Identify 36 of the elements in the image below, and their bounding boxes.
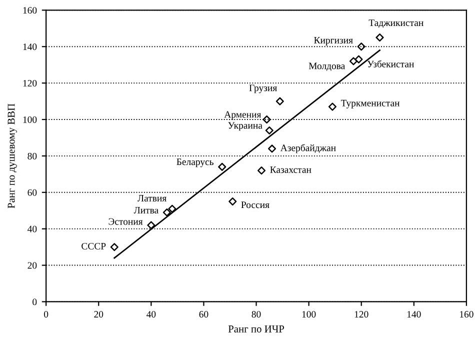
annotation: Таджикистан <box>368 20 424 28</box>
y-tick-label: 60 <box>28 189 37 196</box>
x-tick-label: 20 <box>94 311 104 318</box>
annotation: Казахстан <box>270 166 312 173</box>
annotation: Киргизия <box>314 37 353 46</box>
y-tick-label: 160 <box>23 7 37 14</box>
x-tick-label: 140 <box>407 311 421 318</box>
annotation: Узбекистан <box>367 60 414 68</box>
x-tick-label: 60 <box>199 311 208 318</box>
annotation: Туркменистан <box>340 100 400 108</box>
annotation: Латвия <box>138 195 166 202</box>
annotation: Эстония <box>108 218 143 225</box>
x-tick-label: 100 <box>302 311 316 318</box>
x-tick-label: 80 <box>252 311 261 318</box>
y-tick-label: 20 <box>28 262 37 269</box>
annotation: Украина <box>228 122 262 131</box>
annotation: Россия <box>241 202 270 208</box>
y-tick-label: 100 <box>23 116 37 123</box>
y-tick-label: 40 <box>28 226 37 232</box>
y-tick-label: 0 <box>32 298 37 306</box>
x-tick-label: 40 <box>146 311 156 318</box>
annotation: Азербайджан <box>280 144 336 154</box>
x-tick-label: 120 <box>354 311 368 318</box>
y-tick-label: 120 <box>23 80 37 87</box>
y-axis-title: Ранг по душевому ВВП <box>8 104 17 208</box>
annotation: Грузия <box>249 84 277 94</box>
y-tick-label: 140 <box>23 44 37 50</box>
x-axis-title: Ранг по ИЧР <box>228 326 284 332</box>
annotation: Литва <box>134 207 158 214</box>
x-tick-label: 0 <box>44 311 48 318</box>
annotation: Беларусь <box>176 158 214 168</box>
annotation: СССР <box>82 242 106 250</box>
annotation: Армения <box>224 111 262 120</box>
x-tick-label: 160 <box>460 311 474 318</box>
y-tick-label: 80 <box>28 152 37 160</box>
annotation: Молдова <box>308 62 346 71</box>
